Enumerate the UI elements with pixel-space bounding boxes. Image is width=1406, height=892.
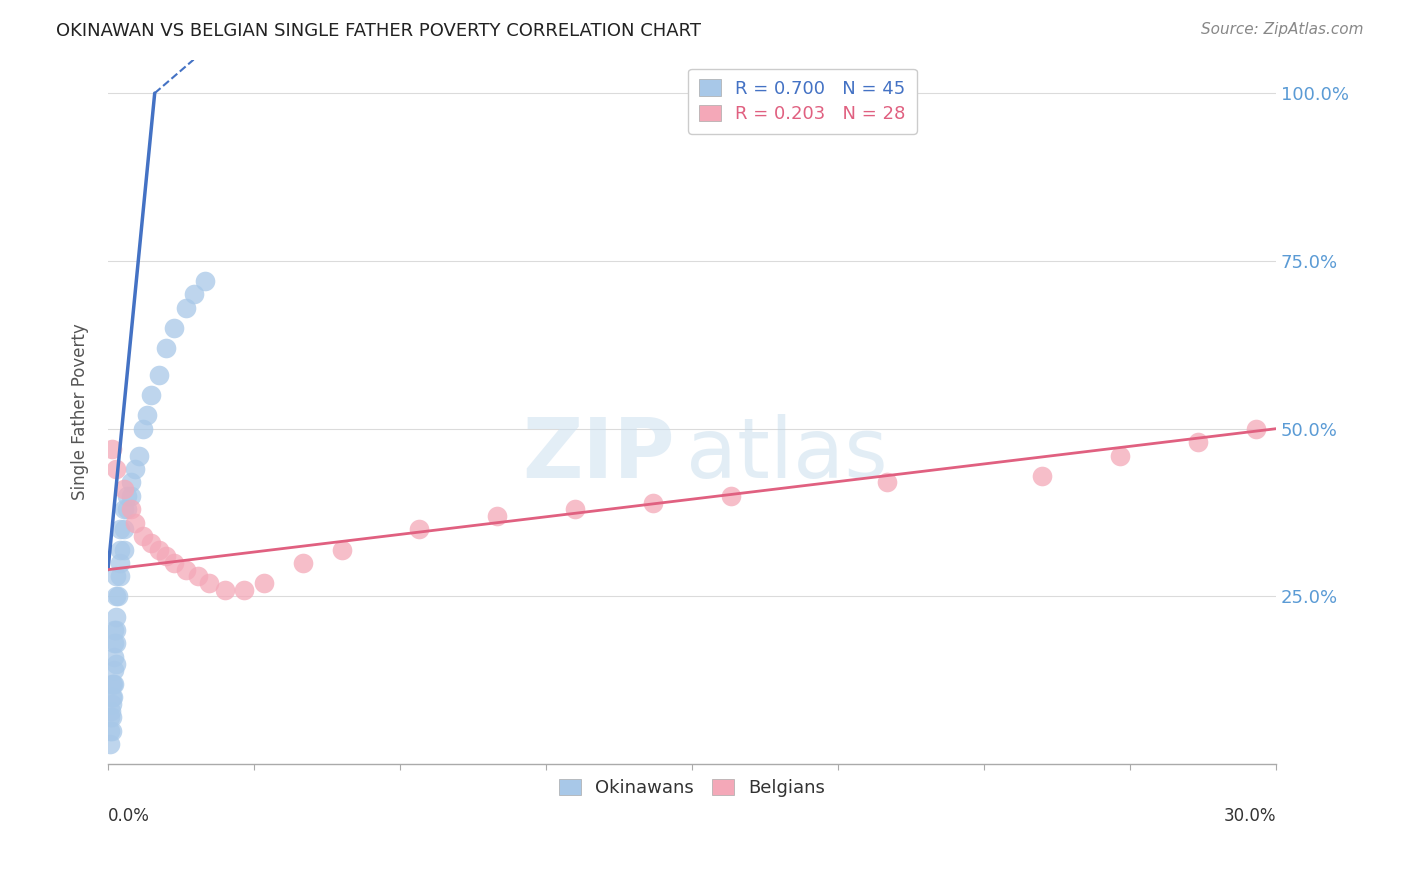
Point (103, 663, 125, 677)
Text: ZIP: ZIP (522, 414, 675, 495)
Point (101, 677, 124, 691)
Point (135, 409, 157, 423)
Point (163, 556, 186, 570)
Point (101, 697, 124, 711)
Text: Source: ZipAtlas.com: Source: ZipAtlas.com (1201, 22, 1364, 37)
Point (183, 287, 205, 301)
Point (107, 590, 129, 604)
Point (1187, 435, 1209, 450)
Point (101, 710, 124, 724)
Point (101, 690, 124, 705)
Point (120, 502, 142, 516)
Point (139, 536, 162, 550)
Point (186, 569, 208, 583)
Point (253, 576, 276, 591)
Point (103, 636, 125, 650)
Point (1109, 449, 1132, 463)
Point (101, 677, 124, 691)
Point (120, 489, 142, 503)
Point (98, 737, 121, 751)
Point (112, 502, 135, 516)
Point (163, 321, 186, 335)
Point (120, 475, 142, 490)
Point (194, 274, 217, 288)
Y-axis label: Single Father Poverty: Single Father Poverty (72, 324, 89, 500)
Point (112, 542, 135, 557)
Point (108, 569, 131, 583)
Point (486, 508, 509, 523)
Point (408, 522, 430, 536)
Point (155, 549, 177, 564)
Point (876, 475, 898, 490)
Legend: Okinawans, Belgians: Okinawans, Belgians (551, 772, 832, 805)
Point (101, 690, 124, 705)
Point (104, 623, 127, 637)
Point (117, 502, 139, 516)
Point (1246, 422, 1268, 436)
Point (214, 582, 236, 597)
Point (233, 582, 256, 597)
Point (104, 569, 127, 583)
Point (117, 489, 139, 503)
Text: 0.0%: 0.0% (108, 806, 150, 824)
Point (100, 704, 122, 718)
Point (128, 449, 150, 463)
Point (148, 542, 170, 557)
Text: OKINAWAN VS BELGIAN SINGLE FATHER POVERTY CORRELATION CHART: OKINAWAN VS BELGIAN SINGLE FATHER POVERT… (56, 22, 702, 40)
Point (103, 677, 125, 691)
Point (112, 482, 135, 496)
Point (101, 723, 124, 738)
Point (98, 723, 121, 738)
Point (104, 462, 127, 476)
Point (174, 301, 197, 315)
Point (104, 636, 127, 650)
Point (564, 502, 586, 516)
Point (132, 529, 155, 543)
Point (124, 516, 146, 530)
Point (132, 422, 155, 436)
Point (112, 522, 135, 536)
Point (101, 442, 124, 456)
Text: atlas: atlas (686, 414, 887, 495)
Point (330, 542, 353, 557)
Point (124, 462, 146, 476)
Point (139, 388, 162, 402)
Point (104, 609, 127, 624)
Point (174, 563, 197, 577)
Point (108, 556, 131, 570)
Point (103, 649, 125, 664)
Point (720, 489, 742, 503)
Point (148, 368, 170, 382)
Point (291, 556, 314, 570)
Point (108, 542, 131, 557)
Point (198, 576, 221, 591)
Point (103, 623, 125, 637)
Text: 30.0%: 30.0% (1223, 806, 1277, 824)
Point (104, 590, 127, 604)
Point (641, 495, 664, 509)
Point (98, 710, 121, 724)
Point (1031, 468, 1053, 483)
Point (104, 657, 127, 671)
Point (108, 522, 131, 536)
Point (155, 341, 177, 355)
